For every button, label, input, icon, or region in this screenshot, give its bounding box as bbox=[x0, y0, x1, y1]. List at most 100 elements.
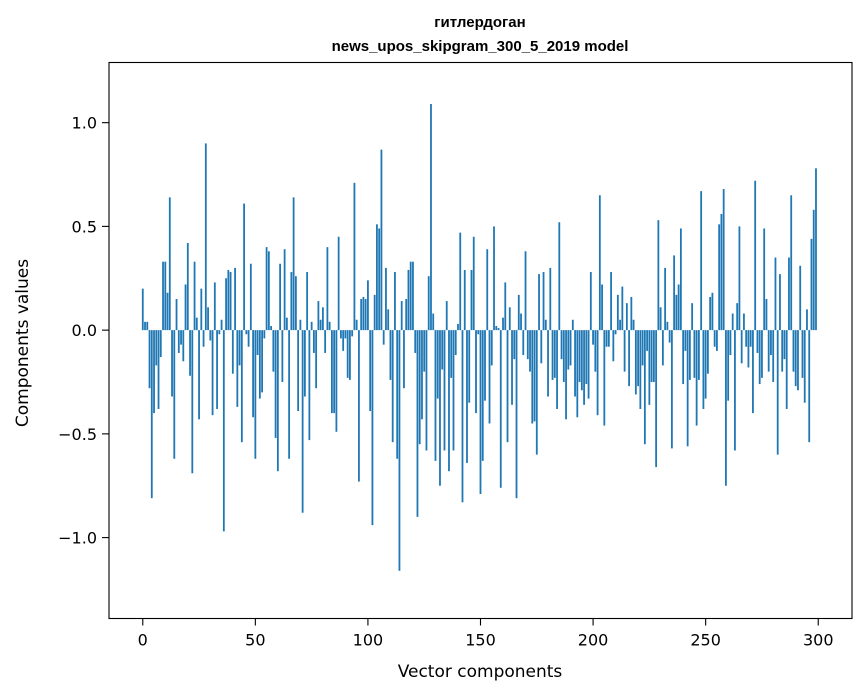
x-tick-label: 200 bbox=[578, 631, 609, 650]
bar-142 bbox=[461, 330, 464, 503]
bar-182 bbox=[551, 330, 554, 380]
y-tick-label: 1.0 bbox=[72, 114, 97, 133]
bar-131 bbox=[436, 330, 439, 399]
bar-263 bbox=[734, 330, 736, 451]
bar-285 bbox=[783, 330, 786, 360]
bar-129 bbox=[432, 313, 435, 331]
bar-126 bbox=[425, 330, 428, 451]
x-tick-label: 50 bbox=[245, 631, 265, 650]
bar-216 bbox=[628, 330, 630, 387]
bar-169 bbox=[522, 330, 525, 356]
bar-219 bbox=[634, 330, 637, 395]
bar-177 bbox=[540, 330, 543, 364]
bar-58 bbox=[272, 330, 275, 372]
bar-240 bbox=[682, 330, 685, 385]
bar-118 bbox=[407, 269, 410, 331]
bar-230 bbox=[659, 307, 662, 331]
bar-235 bbox=[670, 330, 673, 449]
bar-192 bbox=[574, 330, 576, 397]
chart-subtitle: news_upos_skipgram_300_5_2019 model bbox=[332, 38, 629, 55]
bar-120 bbox=[412, 261, 414, 331]
bar-106 bbox=[380, 149, 383, 331]
bar-35 bbox=[220, 319, 223, 331]
bar-91 bbox=[346, 330, 349, 378]
bar-298 bbox=[812, 209, 815, 331]
bar-87 bbox=[337, 236, 340, 331]
bar-99 bbox=[364, 299, 367, 331]
bar-160 bbox=[502, 317, 504, 331]
bar-241 bbox=[684, 330, 687, 351]
bar-226 bbox=[650, 330, 653, 382]
bar-295 bbox=[806, 309, 808, 331]
bar-259 bbox=[725, 330, 727, 486]
bar-249 bbox=[702, 330, 705, 409]
bar-103 bbox=[373, 294, 376, 331]
bar-163 bbox=[508, 307, 511, 331]
bar-222 bbox=[641, 330, 644, 366]
bar-194 bbox=[578, 330, 581, 382]
bar-96 bbox=[358, 330, 360, 482]
bar-223 bbox=[643, 330, 646, 445]
bar-82 bbox=[326, 247, 329, 331]
x-tick-label: 0 bbox=[138, 631, 148, 650]
bar-190 bbox=[569, 330, 572, 366]
bars-group bbox=[141, 103, 817, 571]
bar-16 bbox=[177, 330, 180, 353]
bar-90 bbox=[344, 330, 347, 339]
bar-95 bbox=[355, 319, 358, 331]
bar-54 bbox=[263, 330, 266, 339]
bar-11 bbox=[166, 292, 169, 331]
bar-127 bbox=[427, 276, 430, 331]
bar-64 bbox=[285, 317, 288, 331]
bar-122 bbox=[416, 330, 419, 517]
y-tick-label: −1.0 bbox=[58, 529, 97, 548]
bar-205 bbox=[603, 330, 606, 426]
bar-284 bbox=[781, 330, 784, 372]
bar-288 bbox=[790, 195, 793, 331]
bar-159 bbox=[499, 330, 502, 488]
bar-292 bbox=[799, 265, 802, 331]
bar-261 bbox=[729, 330, 732, 356]
bar-149 bbox=[477, 330, 480, 335]
bar-14 bbox=[173, 330, 176, 459]
bar-250 bbox=[704, 330, 707, 399]
bar-84 bbox=[331, 330, 333, 414]
bar-2 bbox=[146, 321, 149, 331]
bar-227 bbox=[652, 330, 655, 382]
bar-197 bbox=[585, 330, 588, 385]
bar-187 bbox=[562, 330, 565, 382]
bar-277 bbox=[765, 299, 768, 331]
bar-254 bbox=[713, 330, 716, 347]
bar-291 bbox=[797, 330, 799, 391]
bar-111 bbox=[391, 330, 394, 443]
bar-294 bbox=[803, 330, 806, 403]
bar-231 bbox=[661, 330, 664, 366]
bar-161 bbox=[504, 282, 507, 331]
bar-40 bbox=[231, 330, 234, 374]
bar-37 bbox=[225, 278, 227, 331]
bar-283 bbox=[779, 274, 781, 331]
bar-253 bbox=[711, 292, 714, 331]
bar-22 bbox=[191, 330, 194, 474]
bar-48 bbox=[249, 263, 252, 331]
bar-280 bbox=[772, 330, 775, 382]
bar-109 bbox=[387, 309, 390, 331]
bar-105 bbox=[378, 228, 381, 331]
bar-196 bbox=[583, 330, 585, 405]
bar-107 bbox=[382, 330, 385, 345]
bar-157 bbox=[495, 325, 498, 331]
bar-62 bbox=[281, 330, 284, 382]
bar-184 bbox=[556, 330, 558, 409]
bar-65 bbox=[288, 330, 291, 459]
bar-81 bbox=[324, 330, 327, 353]
bar-101 bbox=[369, 330, 372, 412]
bar-100 bbox=[367, 280, 369, 331]
bar-239 bbox=[679, 228, 682, 331]
bar-124 bbox=[421, 330, 423, 420]
bar-186 bbox=[560, 330, 563, 360]
bar-24 bbox=[195, 317, 198, 331]
bar-10 bbox=[164, 261, 167, 331]
bar-9 bbox=[162, 261, 164, 331]
bar-267 bbox=[743, 313, 745, 331]
bar-202 bbox=[596, 330, 599, 416]
